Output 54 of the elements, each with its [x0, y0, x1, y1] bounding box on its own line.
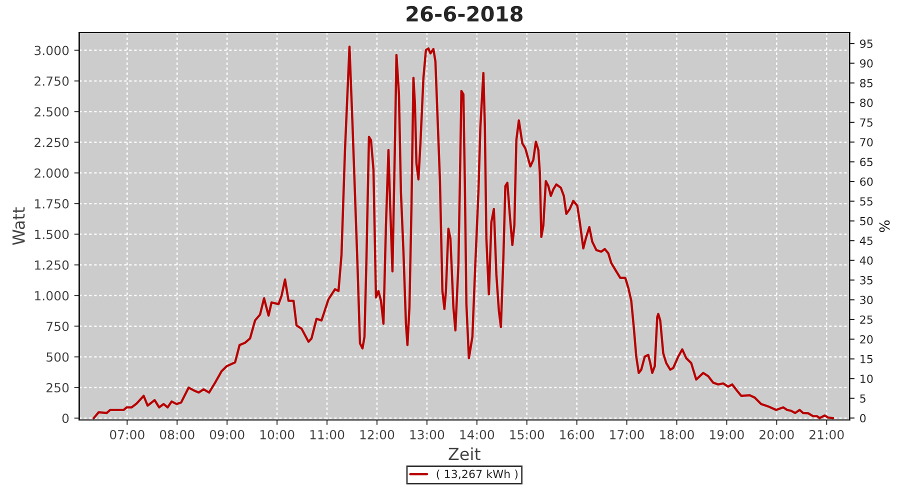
x-tick-label: 16:00 [560, 430, 594, 440]
y-tick-label: 2.750 [34, 76, 69, 86]
x-tick-label: 10:00 [260, 430, 294, 440]
y-tick-label: 1.000 [35, 291, 69, 300]
y2-tick-label: 30 [860, 296, 873, 304]
x-tick-label: 13:00 [410, 430, 444, 440]
y2-tick-label: 95 [860, 40, 872, 48]
y2-tick-label: 40 [860, 256, 873, 265]
y2-tick-label: 5 [860, 394, 866, 403]
y-tick-label: 2.250 [34, 138, 69, 148]
x-tick-label: 21:00 [810, 430, 844, 440]
x-tick-label: 07:00 [110, 430, 144, 440]
legend-label: ( 13,267 kWh ) [436, 470, 518, 480]
x-tick-label: 14:00 [460, 430, 494, 440]
y2-tick-label: 55 [860, 197, 872, 206]
y2-tick-label: 35 [860, 276, 872, 284]
x-tick-label: 19:00 [710, 430, 744, 440]
x-tick-label: 09:00 [210, 430, 244, 440]
y2-tick-label: 60 [860, 177, 873, 186]
y2-tick-label: 15 [860, 355, 872, 364]
y2-tick-label: 45 [860, 236, 872, 246]
y2-tick-label: 75 [860, 118, 872, 127]
y2-tick-label: 70 [860, 138, 873, 146]
y2-tick-label: 90 [860, 59, 873, 68]
x-axis-title: Zeit [448, 447, 480, 460]
x-tick-label: 15:00 [510, 430, 544, 440]
x-tick-label: 18:00 [660, 430, 694, 440]
y2-tick-label: 65 [860, 158, 872, 166]
y2-tick-label: 85 [860, 78, 872, 88]
y-tick-label: 0 [62, 414, 69, 424]
y-axis-title: Watt [12, 207, 25, 246]
line-series [92, 46, 834, 420]
y2-tick-label: 80 [860, 98, 873, 108]
y-tick-label: 750 [46, 322, 69, 332]
chart-title: 26-6-2018 [406, 6, 522, 22]
x-tick-label: 20:00 [760, 430, 794, 440]
y2-tick-label: 50 [860, 216, 873, 226]
y2-tick-label: 20 [860, 335, 873, 344]
y-tick-label: 1.250 [35, 260, 69, 270]
y2-tick-label: 10 [860, 374, 873, 383]
y2-tick-label: 0 [860, 414, 866, 422]
y2-tick-label: 25 [860, 315, 872, 324]
y-tick-label: 2.500 [34, 107, 69, 117]
x-tick-label: 12:00 [360, 430, 394, 440]
y-tick-label: 3.000 [34, 46, 69, 56]
y-tick-label: 500 [46, 352, 69, 362]
y2-axis-title: % [879, 220, 890, 232]
y-tick-label: 1.750 [35, 199, 69, 208]
x-tick-label: 08:00 [160, 430, 194, 440]
x-tick-label: 11:00 [310, 430, 344, 440]
y-tick-label: 250 [46, 382, 69, 392]
x-tick-label: 17:00 [610, 430, 644, 440]
y-tick-label: 1.500 [35, 230, 69, 240]
y-tick-label: 2.000 [34, 168, 69, 178]
